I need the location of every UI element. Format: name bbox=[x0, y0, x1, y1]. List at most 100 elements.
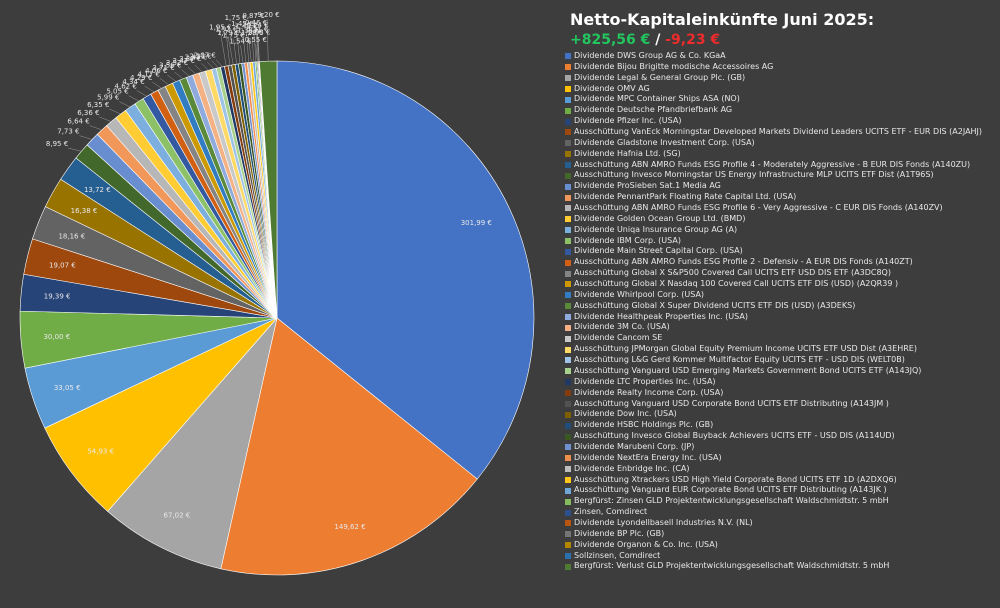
leader-line bbox=[187, 67, 197, 75]
data-label: 301,99 € bbox=[461, 219, 492, 227]
data-label: 7,73 € bbox=[57, 128, 79, 136]
legend-item: Ausschüttung Global X Nasdaq 100 Covered… bbox=[565, 279, 997, 290]
legend-label: Ausschüttung Global X Nasdaq 100 Covered… bbox=[574, 279, 899, 289]
legend-label: Dividende PennantPark Floating Rate Capi… bbox=[574, 192, 797, 202]
legend-item: Dividende Realty Income Corp. (USA) bbox=[565, 388, 997, 399]
legend-label: Dividende Dow Inc. (USA) bbox=[574, 409, 677, 419]
legend-item: Dividende Bijou Brigitte modische Access… bbox=[565, 62, 997, 73]
legend-swatch bbox=[565, 487, 571, 494]
legend-swatch bbox=[565, 259, 571, 266]
pie-slice bbox=[220, 317, 478, 576]
legend-swatch bbox=[565, 303, 571, 310]
leader-line bbox=[225, 33, 231, 66]
legend-swatch bbox=[565, 531, 571, 538]
legend-label: Dividende Marubeni Corp. (JP) bbox=[574, 441, 695, 451]
data-label: 2,07 € bbox=[194, 52, 216, 60]
data-label: -0,03 € bbox=[246, 29, 271, 37]
legend-label: Dividende Deutsche Pfandbriefbank AG bbox=[574, 105, 733, 115]
legend-item: Dividende Lyondellbasell Industries N.V.… bbox=[565, 518, 997, 529]
legend-label: Bergfürst: Verlust GLD Projektentwicklun… bbox=[574, 561, 890, 571]
legend-swatch bbox=[565, 520, 571, 527]
data-label: 1,92 € bbox=[215, 26, 237, 34]
legend-swatch bbox=[565, 476, 571, 483]
legend-label: Dividende Bijou Brigitte modische Access… bbox=[574, 61, 774, 71]
legend-item: Dividende Uniqa Insurance Group AG (A) bbox=[565, 225, 997, 236]
leader-lines bbox=[68, 19, 269, 152]
legend-swatch bbox=[565, 357, 571, 364]
total-negative: -9,23 € bbox=[665, 32, 721, 48]
leader-line bbox=[89, 125, 102, 131]
legend-label: Ausschüttung Global X Super Dividend UCI… bbox=[574, 300, 856, 310]
legend-label: Dividende Enbridge Inc. (CA) bbox=[574, 463, 690, 473]
legend-label: Dividende HSBC Holdings Plc. (GB) bbox=[574, 420, 714, 430]
legend-item: Dividende LTC Properties Inc. (USA) bbox=[565, 377, 997, 388]
legend-item: Ausschüttung Global X S&P500 Covered Cal… bbox=[565, 268, 997, 279]
leader-line bbox=[68, 147, 82, 152]
leader-line bbox=[246, 30, 249, 63]
total-separator: / bbox=[655, 32, 661, 48]
legend-swatch bbox=[565, 292, 571, 299]
data-label: 6,36 € bbox=[77, 109, 99, 117]
legend-item: Dividende OMV AG bbox=[565, 84, 997, 95]
legend-item: Dividende Whirlpool Corp. (USA) bbox=[565, 290, 997, 301]
legend-swatch bbox=[565, 335, 571, 342]
legend-label: Dividende DWS Group AG & Co. KGaA bbox=[574, 51, 726, 60]
legend-item: Sollzinsen, Comdirect bbox=[565, 551, 997, 562]
legend-item: Dividende MPC Container Ships ASA (NO) bbox=[565, 94, 997, 105]
legend-label: Dividende Uniqa Insurance Group AG (A) bbox=[574, 224, 738, 234]
data-label: 54,93 € bbox=[87, 448, 114, 456]
data-label: 5,99 € bbox=[97, 94, 119, 102]
leader-line bbox=[201, 63, 209, 71]
leader-line bbox=[181, 69, 190, 77]
legend-item: Dividende Hafnia Ltd. (SG) bbox=[565, 149, 997, 160]
legend-swatch bbox=[565, 172, 571, 179]
legend-item: Ausschüttung Vanguard USD Corporate Bond… bbox=[565, 399, 997, 410]
legend-label: Dividende Pfizer Inc. (USA) bbox=[574, 116, 682, 126]
leader-line bbox=[79, 135, 93, 140]
data-labels: 301,99 € 149,62 € 67,02 € 54,93 € 33,05 € 30,… bbox=[43, 11, 491, 531]
legend-item: Dividende HSBC Holdings Plc. (GB) bbox=[565, 420, 997, 431]
legend-item: Ausschüttung Xtrackers USD High Yield Co… bbox=[565, 475, 997, 486]
legend-swatch bbox=[565, 96, 571, 103]
pie-slice bbox=[276, 60, 535, 480]
legend-swatch bbox=[565, 422, 571, 429]
data-label: 1,38 € bbox=[237, 26, 259, 34]
legend-label: Dividende Legal & General Group Plc. (GB… bbox=[574, 72, 746, 82]
data-label: 18,16 € bbox=[58, 232, 85, 240]
leader-line bbox=[206, 61, 215, 70]
leader-line bbox=[159, 78, 170, 86]
legend-swatch bbox=[565, 411, 571, 418]
data-label: 8,95 € bbox=[46, 140, 68, 148]
legend-item: Dividende Golden Ocean Group Ltd. (BMD) bbox=[565, 214, 997, 225]
data-label: 0,55 € bbox=[245, 36, 267, 44]
leader-line bbox=[109, 108, 121, 115]
legend-label: Ausschüttung JPMorgan Global Equity Prem… bbox=[574, 344, 917, 354]
legend-item: Dividende Legal & General Group Plc. (GB… bbox=[565, 73, 997, 84]
data-label: 149,62 € bbox=[334, 523, 365, 531]
leader-line bbox=[255, 43, 258, 62]
legend-swatch bbox=[565, 400, 571, 407]
legend-label: Ausschüttung ABN AMRO Funds ESG Profile … bbox=[574, 257, 913, 267]
leader-line bbox=[136, 90, 148, 97]
legend-item: Bergfürst: Verlust GLD Projektentwicklun… bbox=[565, 561, 997, 572]
data-label: 1,28 € bbox=[241, 29, 263, 37]
legend-swatch bbox=[565, 368, 571, 375]
legend-item: Dividende DWS Group AG & Co. KGaA bbox=[565, 51, 997, 62]
data-label: 2,31 € bbox=[189, 53, 211, 61]
data-label: 3,56 € bbox=[159, 62, 181, 70]
legend-label: Dividende NextEra Energy Inc. (USA) bbox=[574, 452, 722, 462]
leader-line bbox=[167, 74, 177, 82]
data-label: 1,54 € bbox=[229, 37, 251, 45]
data-label: 1,75 € bbox=[222, 31, 244, 39]
data-label: 0,24 € bbox=[246, 22, 268, 30]
legend-label: Ausschüttung Global X S&P500 Covered Cal… bbox=[574, 268, 891, 278]
data-label: 4,17 € bbox=[138, 70, 160, 78]
data-label: 0,11 € bbox=[246, 26, 268, 34]
legend-label: Dividende MPC Container Ships ASA (NO) bbox=[574, 94, 740, 104]
legend-swatch bbox=[565, 270, 571, 277]
chart-subtitle: +825,56 € / -9,23 € bbox=[570, 32, 720, 48]
legend-swatch bbox=[565, 552, 571, 559]
data-label: 19,07 € bbox=[49, 262, 76, 270]
legend-item: Dividende NextEra Energy Inc. (USA) bbox=[565, 453, 997, 464]
pie-slices bbox=[19, 60, 535, 576]
